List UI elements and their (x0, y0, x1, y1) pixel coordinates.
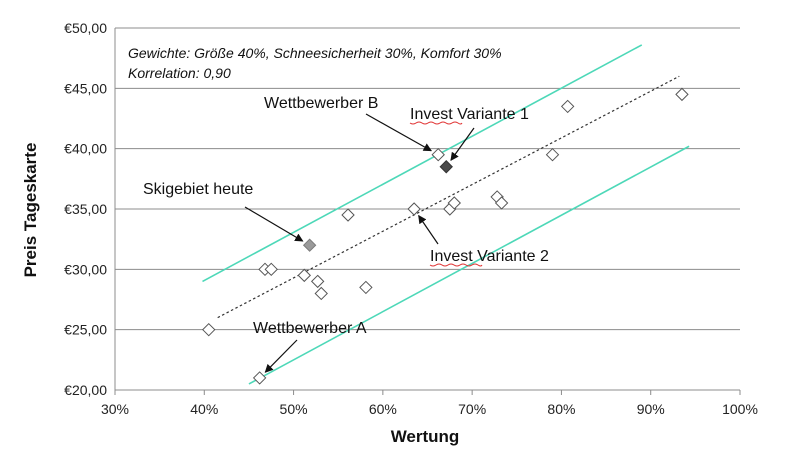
arrow-invest-variante-1 (450, 127, 475, 161)
trendline (217, 75, 680, 319)
arrow-wettbewerber-a (264, 339, 298, 373)
label-invest-variante-2: Invest Variante 2 (430, 248, 549, 265)
x-axis-title: Wertung (391, 427, 460, 446)
data-point (494, 196, 509, 210)
data-point (431, 147, 445, 162)
x-tick-label: 60% (369, 401, 397, 417)
data-point (560, 99, 575, 114)
x-tick-label: 70% (458, 401, 486, 417)
x-tick-label: 80% (547, 401, 575, 417)
x-tick-label: 90% (637, 401, 665, 417)
data-point (310, 274, 325, 289)
y-tick-label: €20,00 (64, 382, 107, 398)
weights-note: Gewichte: Größe 40%, Schneesicherheit 30… (128, 45, 502, 61)
x-tick-label: 40% (190, 401, 218, 417)
y-tick-label: €35,00 (64, 201, 107, 217)
annotation-arrows (244, 113, 475, 373)
data-point (302, 238, 317, 252)
data-point (297, 268, 311, 283)
y-tick-label: €45,00 (64, 80, 107, 96)
data-point (439, 160, 453, 174)
arrow-wettbewerber-b (365, 113, 432, 152)
label-wettbewerber-b: Wettbewerber B (264, 95, 378, 112)
y-tick-labels: €20,00 €25,00 €30,00 €35,00 €40,00 €45,00 €50,… (64, 20, 107, 398)
y-tick-label: €25,00 (64, 322, 107, 338)
x-tick-label: 50% (280, 401, 308, 417)
data-point (264, 262, 278, 277)
label-skigebiet-heute: Skigebiet heute (143, 181, 253, 198)
lower-band-line (248, 145, 690, 385)
confidence-band-lines (202, 44, 690, 385)
x-tick-label: 30% (101, 401, 129, 417)
data-points (202, 87, 689, 385)
trendline-path (217, 75, 680, 319)
data-point (407, 202, 421, 216)
y-tick-label: €30,00 (64, 261, 107, 277)
y-tick-label: €50,00 (64, 20, 107, 36)
data-point (545, 147, 560, 162)
y-tick-label: €40,00 (64, 141, 107, 157)
y-axis-title: Preis Tageskarte (21, 143, 40, 278)
correlation-note: Korrelation: 0,90 (128, 65, 231, 81)
spellcheck-underlines (409, 121, 483, 267)
data-point (675, 87, 689, 102)
label-invest-variante-1: Invest Variante 1 (410, 106, 529, 123)
data-point (314, 286, 328, 301)
data-point (359, 280, 373, 295)
x-tick-labels: 30% 40% 50% 60% 70% 80% 90% 100% (101, 390, 758, 417)
data-point (447, 196, 461, 210)
x-tick-label: 100% (722, 401, 758, 417)
arrow-skigebiet-heute (244, 206, 304, 242)
data-point (341, 208, 355, 222)
upper-band-line (202, 44, 643, 283)
data-point (202, 322, 216, 337)
data-point (252, 371, 267, 385)
arrow-invest-variante-2 (418, 214, 439, 245)
label-wettbewerber-a: Wettbewerber A (253, 320, 367, 337)
